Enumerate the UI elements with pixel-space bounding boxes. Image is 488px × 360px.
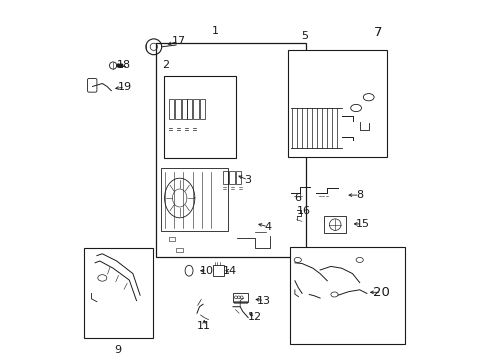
Text: 10: 10 [199,266,213,276]
Text: 9: 9 [114,345,121,355]
Text: 19: 19 [118,82,132,92]
Text: 11: 11 [197,321,211,331]
Text: 20: 20 [372,286,389,299]
Text: 12: 12 [248,312,262,322]
Text: 3: 3 [244,175,251,185]
Circle shape [120,64,122,67]
Text: 1: 1 [212,26,219,36]
Bar [289,247,404,344]
Bar [229,171,234,184]
Text: 2: 2 [162,60,168,70]
Bar [234,301,246,303]
Text: 5: 5 [301,31,308,41]
Bar [84,248,152,338]
Bar [161,168,227,231]
Bar [168,237,175,241]
Text: 15: 15 [355,219,369,229]
Text: 13: 13 [257,296,271,306]
Bar [182,99,187,119]
Bar [163,76,235,158]
Text: 17: 17 [172,36,185,46]
Text: 14: 14 [223,266,237,276]
Text: 8: 8 [355,190,363,200]
Text: 18: 18 [117,60,131,70]
Bar [186,99,192,119]
Bar [223,171,228,184]
Text: 4: 4 [264,222,271,232]
Text: 16: 16 [296,206,310,216]
Bar [324,216,346,233]
Bar [176,248,182,252]
Circle shape [117,64,120,67]
Bar [168,99,174,119]
Bar [175,99,181,119]
Bar [232,293,247,302]
Text: 6: 6 [294,193,301,203]
Bar [213,265,224,276]
Bar [235,171,241,184]
Bar [156,43,305,257]
Text: 7: 7 [373,26,381,39]
Bar [193,99,199,119]
Bar [287,50,386,157]
Bar [200,99,205,119]
